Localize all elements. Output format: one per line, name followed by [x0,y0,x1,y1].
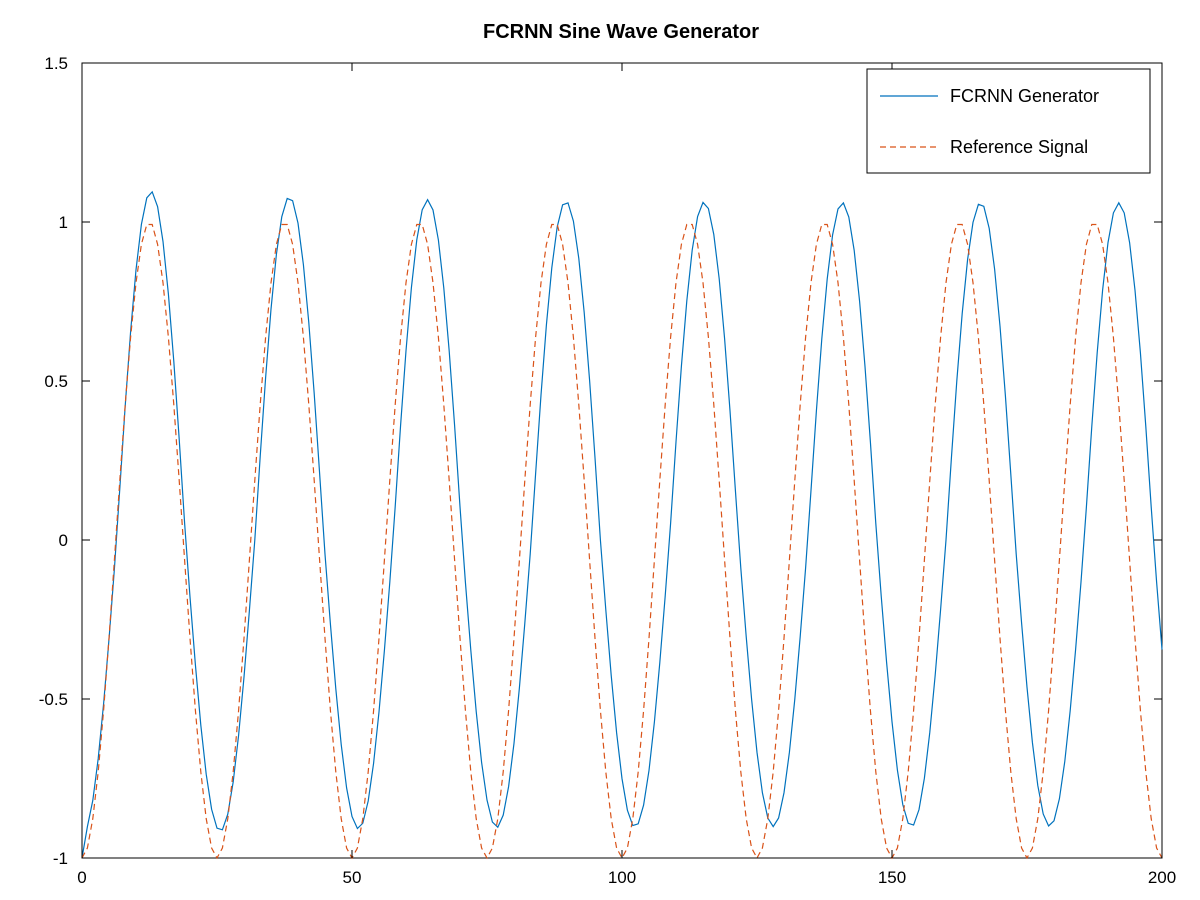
tick-layer: 0 50 100 150 200 -1 -0.5 0 0.5 1 1.5 [39,54,1176,887]
legend-label-fcrnn-generator: FCRNN Generator [950,86,1099,106]
chart-title: FCRNN Sine Wave Generator [483,21,759,43]
legend-box [866,68,1151,174]
series-layer [81,190,1163,860]
y-tick-label: 0 [59,531,68,550]
y-tick-label: 1 [59,213,68,232]
legend-label-reference-signal: Reference Signal [950,137,1088,157]
y-tick-label: 0.5 [44,372,68,391]
axes-box [81,62,1163,859]
x-tick-label: 200 [1148,868,1176,887]
x-tick-label: 50 [343,868,362,887]
legend: FCRNN Generator Reference Signal [866,68,1151,174]
y-tick-label: -1 [53,849,68,868]
x-tick-label: 100 [608,868,636,887]
x-tick-label: 150 [878,868,906,887]
y-tick-label: 1.5 [44,54,68,73]
series-line-reference-signal [81,223,1163,860]
x-tick-label: 0 [77,868,86,887]
y-tick-label: -0.5 [39,690,68,709]
plot-area: 0 50 100 150 200 -1 -0.5 0 0.5 1 1.5 [39,54,1176,887]
series-line-fcrnn-generator [81,190,1163,859]
